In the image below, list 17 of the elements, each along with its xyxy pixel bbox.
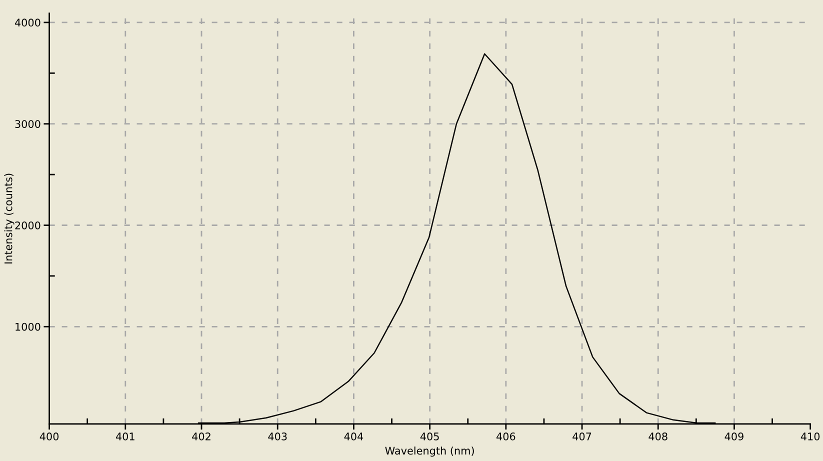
y-tick-label: 2000: [15, 221, 40, 230]
x-tick-label: 400: [40, 432, 59, 440]
x-tick-label: 402: [192, 432, 210, 440]
x-tick-label: 405: [420, 432, 439, 440]
x-tick-label: 403: [268, 432, 287, 440]
y-tick-label: 3000: [15, 120, 40, 128]
x-axis-title: Wavelength (nm): [385, 446, 474, 457]
y-tick-label: 4000: [14, 18, 40, 27]
x-tick-label: 410: [800, 432, 820, 440]
x-tick-label: 407: [572, 432, 592, 440]
y-axis-title: Intensity (counts): [4, 174, 14, 264]
x-tick-label: 408: [648, 432, 668, 440]
x-tick-label: 401: [116, 432, 134, 440]
x-tick-label: 404: [344, 432, 364, 440]
x-tick-label: 406: [496, 432, 516, 440]
x-tick-label: 409: [724, 432, 744, 440]
y-tick-label: 1000: [16, 322, 40, 331]
